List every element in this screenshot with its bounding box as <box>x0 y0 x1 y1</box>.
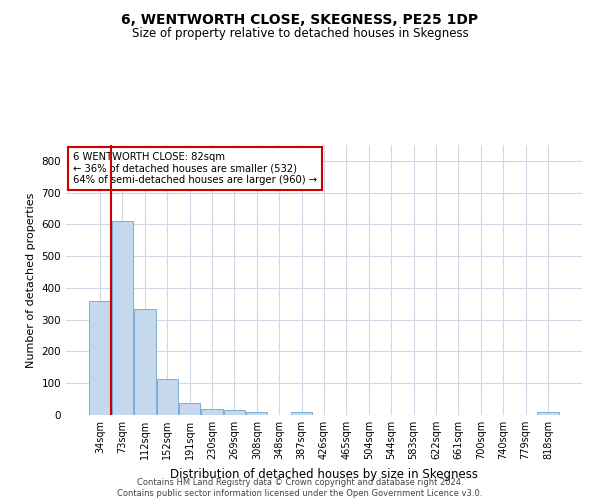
Bar <box>246 412 268 415</box>
Bar <box>537 412 559 415</box>
Text: 6, WENTWORTH CLOSE, SKEGNESS, PE25 1DP: 6, WENTWORTH CLOSE, SKEGNESS, PE25 1DP <box>121 12 479 26</box>
Bar <box>89 302 111 415</box>
Text: Contains HM Land Registry data © Crown copyright and database right 2024.
Contai: Contains HM Land Registry data © Crown c… <box>118 478 482 498</box>
Text: Size of property relative to detached houses in Skegness: Size of property relative to detached ho… <box>131 28 469 40</box>
Bar <box>157 379 178 415</box>
Text: 6 WENTWORTH CLOSE: 82sqm
← 36% of detached houses are smaller (532)
64% of semi-: 6 WENTWORTH CLOSE: 82sqm ← 36% of detach… <box>73 152 317 185</box>
Y-axis label: Number of detached properties: Number of detached properties <box>26 192 36 368</box>
Bar <box>179 403 200 415</box>
Bar <box>112 220 133 415</box>
Bar <box>291 412 312 415</box>
X-axis label: Distribution of detached houses by size in Skegness: Distribution of detached houses by size … <box>170 468 478 480</box>
Bar <box>134 308 155 415</box>
Bar <box>224 410 245 415</box>
Bar <box>202 408 223 415</box>
